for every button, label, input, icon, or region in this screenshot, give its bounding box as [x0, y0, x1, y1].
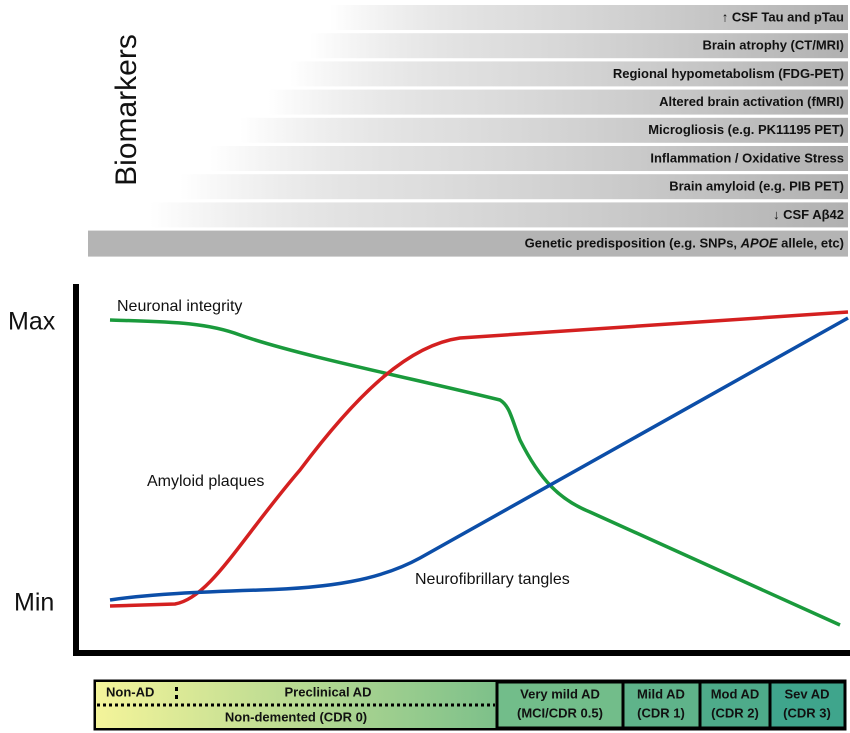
biomarkers-title: Biomarkers [110, 34, 143, 186]
biomarker-label: Brain amyloid (e.g. PIB PET) [669, 179, 844, 194]
biomarker-bar [330, 5, 848, 30]
biomarker-label: Microgliosis (e.g. PK11195 PET) [648, 122, 844, 137]
neuronal-curve [109, 318, 841, 627]
biomarker-label: ↓ CSF Aβ42 [773, 207, 844, 222]
axis-min: Min [14, 589, 54, 617]
biomarker-bar [88, 230, 848, 257]
curve-label: Amyloid plaques [147, 473, 264, 490]
amyloid-curve [109, 310, 849, 608]
curve-label: Neurofibrillary tangles [415, 571, 570, 588]
stage-label: Mild AD [637, 686, 685, 701]
biomarker-bar [290, 61, 848, 87]
stage-label: Non-demented (CDR 0) [225, 709, 367, 724]
biomarker-label: Genetic predisposition (e.g. SNPs, APOE … [525, 236, 844, 251]
separator [175, 687, 178, 691]
stage-label: Mod AD [711, 686, 760, 701]
biomarker-bar [268, 89, 848, 115]
biomarker-bar [150, 202, 848, 228]
label-part: APOE [740, 236, 778, 251]
biomarker-label: ↑ CSF Tau and pTau [722, 9, 844, 24]
stage-label: (CDR 1) [637, 705, 685, 720]
axis-max: Max [8, 308, 56, 336]
biomarker-bar [180, 174, 848, 200]
stage-box [768, 680, 847, 730]
stage-label: (MCI/CDR 0.5) [517, 705, 603, 720]
biomarker-label: Altered brain activation (fMRI) [659, 94, 844, 109]
stage-label: Preclinical AD [285, 684, 372, 699]
biomarker-label: Brain atrophy (CT/MRI) [702, 38, 844, 53]
stage-label: Sev AD [784, 686, 829, 701]
separator [175, 695, 178, 699]
biomarker-bar [210, 146, 848, 171]
stage-label: (CDR 2) [711, 705, 759, 720]
label-part: Genetic predisposition (e.g. SNPs, [525, 236, 741, 251]
stage-label: Very mild AD [520, 686, 600, 701]
biomarker-bar [240, 117, 848, 143]
biomarker-label: Inflammation / Oxidative Stress [650, 150, 844, 165]
stage-label: (CDR 3) [783, 705, 831, 720]
biomarker-bar [310, 33, 848, 59]
tangles-curve [109, 316, 849, 602]
stage-bar: Non-AD Preclinical AD Non-demented (CDR … [93, 679, 847, 731]
stage-label: Non-AD [106, 684, 154, 699]
label-part: allele, etc) [778, 236, 844, 251]
biomarker-label: Regional hypometabolism (FDG-PET) [613, 66, 844, 81]
biomarker-bars: ↑ CSF Tau and pTau Brain atrophy (CT/MRI)… [88, 5, 848, 257]
curve-label: Neuronal integrity [117, 298, 242, 315]
